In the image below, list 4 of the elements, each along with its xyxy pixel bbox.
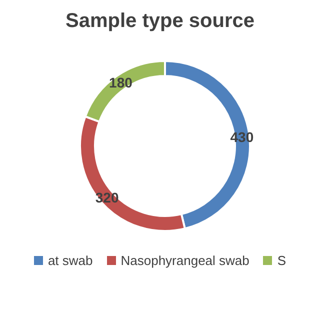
legend-label: at swab <box>46 253 93 268</box>
legend-label: Nasophyrangeal swab <box>120 253 250 268</box>
legend-label: S <box>276 253 286 268</box>
chart-title: Sample type source <box>64 10 256 33</box>
